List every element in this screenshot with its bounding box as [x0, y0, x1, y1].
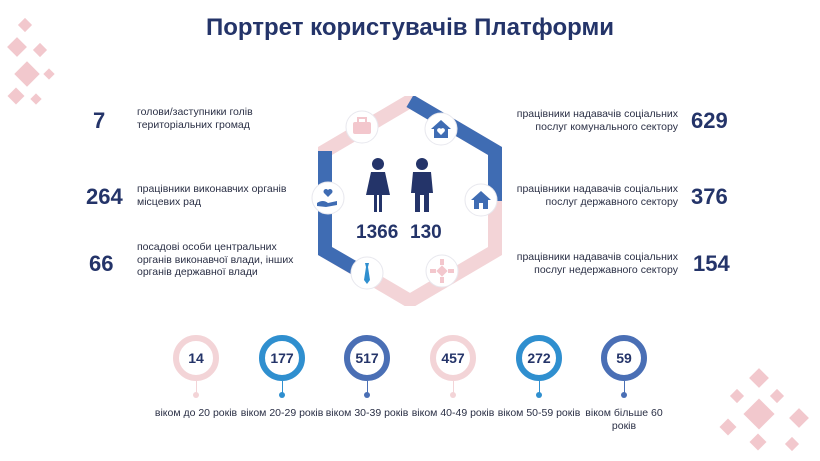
woman-icon [366, 158, 390, 212]
man-icon [411, 158, 433, 212]
age-dot [279, 392, 285, 398]
left-value-1: 7 [93, 108, 106, 133]
age-circle: 272 [516, 335, 562, 381]
age-stem [453, 381, 454, 395]
age-stem [367, 381, 368, 395]
house-heart-icon [424, 112, 458, 146]
right-value-3: 154 [693, 251, 730, 276]
age-label: віком до 20 років [154, 407, 238, 419]
ornament-bottom-right-icon [719, 368, 809, 452]
hand-heart-icon [311, 181, 345, 215]
left-value-2: 264 [86, 184, 123, 209]
age-circle: 177 [259, 335, 305, 381]
age-dot [536, 392, 542, 398]
left-label-2: працівники виконавчих органів місцевих р… [137, 183, 287, 208]
house-icon [464, 183, 498, 217]
age-label: віком 20-29 років [240, 407, 324, 419]
right-value-2: 376 [691, 184, 728, 209]
age-label: віком 50-59 років [497, 407, 581, 419]
age-circle: 14 [173, 335, 219, 381]
age-label: віком 40-49 років [411, 407, 495, 419]
female-count: 1366 [356, 222, 399, 243]
age-label: віком 30-39 років [325, 407, 409, 419]
age-stem [624, 381, 625, 395]
age-circle: 457 [430, 335, 476, 381]
age-dot [364, 392, 370, 398]
age-dot [193, 392, 199, 398]
age-label: віком більше 60 років [585, 407, 663, 432]
right-label-3: працівники надавачів соціальних послуг н… [516, 251, 678, 276]
age-stem [539, 381, 540, 395]
right-value-1: 629 [691, 108, 728, 133]
right-label-2: працівники надавачів соціальних послуг д… [516, 183, 678, 208]
left-label-3: посадові особи центральних органів викон… [137, 241, 294, 278]
page-title: Портрет користувачів Платформи [206, 14, 614, 41]
briefcase-icon [345, 110, 379, 144]
ornament-icon [425, 254, 459, 288]
age-circle: 517 [344, 335, 390, 381]
left-label-1: голови/заступники голів територіальних г… [137, 106, 253, 131]
ornament-top-left-icon [7, 17, 55, 105]
left-value-3: 66 [89, 251, 114, 276]
tie-icon [350, 256, 384, 290]
age-dot [450, 392, 456, 398]
male-count: 130 [410, 222, 442, 243]
age-stem [282, 381, 283, 395]
right-label-1: працівники надавачів соціальних послуг к… [516, 108, 678, 133]
age-circle: 59 [601, 335, 647, 381]
age-stem [196, 381, 197, 395]
age-dot [621, 392, 627, 398]
